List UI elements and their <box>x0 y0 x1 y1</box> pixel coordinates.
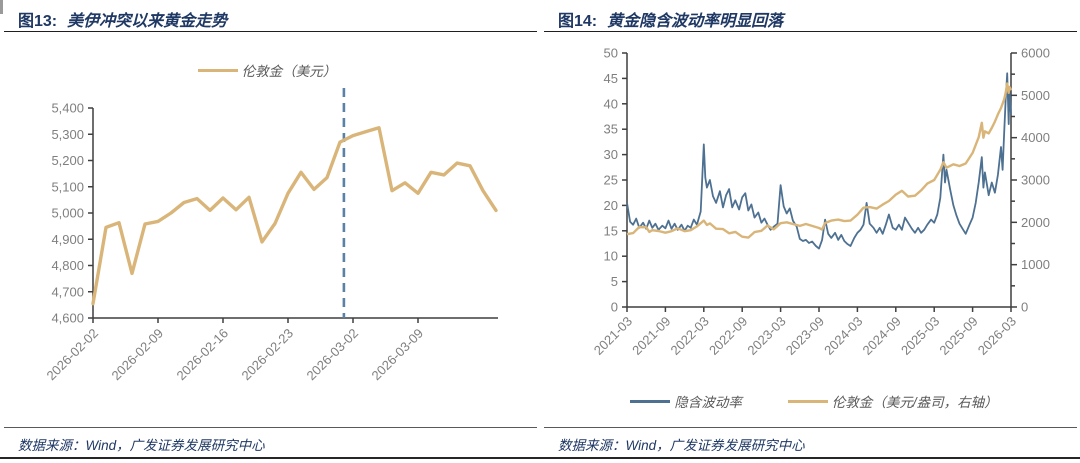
figure14-left-y-ticks: 0 5 10 15 20 25 30 35 40 45 50 <box>604 46 627 315</box>
london-gold-right-axis-line-swatch <box>787 399 828 403</box>
left-y-tick-label: 25 <box>604 173 618 188</box>
figure13-y-ticks: 4,600 4,700 4,800 4,900 5,000 5,100 5,200 5,300… <box>51 101 93 326</box>
series-implied-volatility-line <box>626 72 1012 250</box>
figure13-axes <box>92 108 498 319</box>
left-y-tick-label: 15 <box>604 223 618 238</box>
page-bottom-border <box>0 457 1080 459</box>
x-tick-label: 2023-09 <box>783 314 827 358</box>
x-tick-label: 2024-09 <box>860 314 904 358</box>
figure13-source-rule <box>4 427 537 428</box>
figure13-caption: 美伊冲突以来黄金走势 <box>67 13 228 30</box>
figure13-title: 图13: 美伊冲突以来黄金走势 <box>18 7 227 31</box>
left-y-tick-label: 35 <box>604 122 618 137</box>
x-tick-label: 2026-03 <box>975 314 1019 358</box>
x-tick-label: 2026-02-23 <box>238 326 296 384</box>
figure14-caption: 黄金隐含波动率明显回落 <box>607 13 784 30</box>
figure14-source-rule <box>544 427 1077 428</box>
right-y-tick-label: 3000 <box>1021 173 1050 188</box>
left-y-tick-label: 5 <box>611 274 618 289</box>
page-corner-mark <box>0 0 3 14</box>
left-y-tick-label: 45 <box>604 71 618 86</box>
left-y-tick-label: 40 <box>604 96 618 111</box>
y-tick-label: 4,600 <box>51 311 84 326</box>
legend-item-implied-volatility: 隐含波动率 <box>630 391 742 411</box>
figure13-x-ticks: 2026-02-02 2026-02-09 2026-02-16 2026-02-23… <box>43 318 426 383</box>
london-gold-line-swatch <box>197 68 238 72</box>
x-tick-label: 2025-09 <box>936 314 980 358</box>
figure13-legend: 伦敦金（美元） <box>18 60 516 80</box>
left-y-tick-label: 10 <box>604 249 618 264</box>
series-london-gold-line <box>626 82 1013 239</box>
legend-item-london-gold: 伦敦金（美元） <box>197 60 337 80</box>
figure13-title-rule <box>4 31 537 32</box>
left-y-tick-label: 30 <box>604 147 618 162</box>
figure13-number: 图13: <box>18 13 58 30</box>
y-tick-label: 5,100 <box>51 179 84 194</box>
y-tick-label: 5,200 <box>51 153 84 168</box>
y-tick-label: 5,400 <box>51 101 84 116</box>
x-tick-label: 2021-03 <box>591 314 635 358</box>
right-y-tick-label: 4000 <box>1021 130 1050 145</box>
right-y-tick-label: 1000 <box>1021 257 1050 272</box>
figure-14: 图14: 黄金隐含波动率明显回落 0 5 10 15 20 25 30 35 40 45 50 0 100… <box>544 0 1077 463</box>
y-tick-label: 4,800 <box>51 258 84 273</box>
right-y-tick-label: 2000 <box>1021 215 1050 230</box>
figure14-title-rule <box>544 31 1077 32</box>
x-tick-label: 2026-03-02 <box>303 326 361 384</box>
x-tick-label: 2021-09 <box>629 314 673 358</box>
figure14-right-y-ticks: 0 1000 2000 3000 4000 5000 6000 <box>1011 46 1050 315</box>
right-y-tick-label: 5000 <box>1021 88 1050 103</box>
x-tick-label: 2026-02-02 <box>43 326 101 384</box>
y-tick-label: 4,900 <box>51 232 84 247</box>
x-tick-label: 2026-02-16 <box>173 326 231 384</box>
x-tick-label: 2023-03 <box>744 314 788 358</box>
figure14-title: 图14: 黄金隐含波动率明显回落 <box>558 7 783 31</box>
legend-item-london-gold-right-axis: 伦敦金（美元/盎司，右轴） <box>787 391 998 411</box>
y-tick-label: 4,700 <box>51 284 84 299</box>
figure14-axes <box>626 53 1012 308</box>
london-gold-right-axis-legend-label: 伦敦金（美元/盎司，右轴） <box>831 395 998 410</box>
figure14-source: 数据来源：Wind，广发证券发展研究中心 <box>558 438 805 453</box>
figure13-chart-svg: 4,600 4,700 4,800 4,900 5,000 5,100 5,200 5,300… <box>43 88 498 383</box>
x-tick-label: 2024-03 <box>821 314 865 358</box>
y-tick-label: 5,000 <box>51 206 84 221</box>
figure14-x-ticks: 2021-032021-092022-032022-092023-032023-… <box>591 307 1019 358</box>
right-y-tick-label: 6000 <box>1021 46 1050 61</box>
london-gold-legend-label: 伦敦金（美元） <box>241 64 337 79</box>
left-y-tick-label: 0 <box>611 300 618 315</box>
x-tick-label: 2022-09 <box>706 314 750 358</box>
figure14-number: 图14: <box>558 13 598 30</box>
x-tick-label: 2022-03 <box>668 314 712 358</box>
figure-13: 图13: 美伊冲突以来黄金走势 伦敦金（美元） 4,600 4,700 4,800 4,… <box>4 0 537 463</box>
x-tick-label: 2026-03-09 <box>368 326 426 384</box>
figure14-chart-svg: 0 5 10 15 20 25 30 35 40 45 50 0 1000 2000 3000 4000 500… <box>591 46 1050 358</box>
x-tick-label: 2025-03 <box>898 314 942 358</box>
implied-volatility-line-swatch <box>630 399 671 403</box>
series-london-gold-line <box>91 125 498 306</box>
x-tick-label: 2026-02-09 <box>108 326 166 384</box>
figure14-legend: 隐含波动率 伦敦金（美元/盎司，右轴） <box>558 391 1070 411</box>
left-y-tick-label: 20 <box>604 198 618 213</box>
right-y-tick-label: 0 <box>1021 300 1028 315</box>
figure13-source: 数据来源：Wind，广发证券发展研究中心 <box>18 438 265 453</box>
implied-volatility-legend-label: 隐含波动率 <box>674 395 742 410</box>
y-tick-label: 5,300 <box>51 127 84 142</box>
left-y-tick-label: 50 <box>604 46 618 61</box>
